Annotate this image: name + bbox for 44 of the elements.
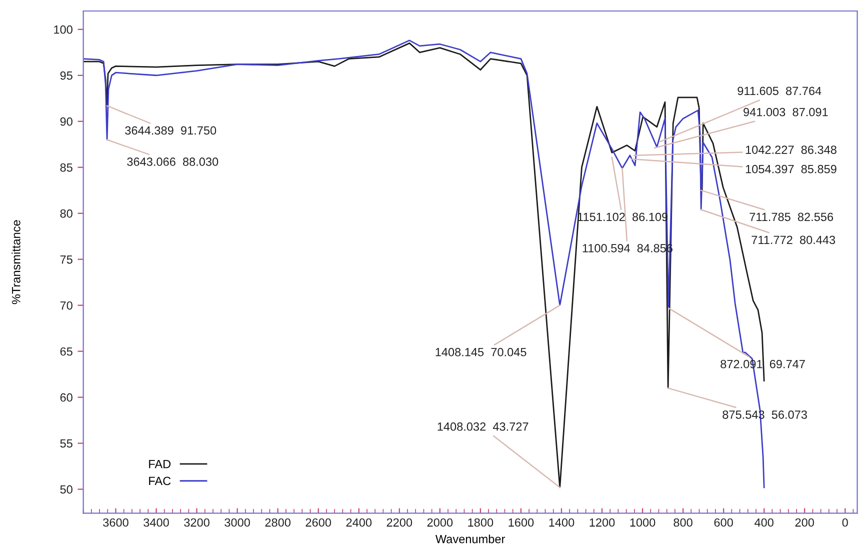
x-tick-label: 3400	[144, 518, 169, 527]
annotation: 911.605 87.764	[738, 86, 822, 96]
y-tick-label: 85	[60, 163, 72, 172]
x-tick-label: 2000	[427, 518, 453, 527]
x-tick-label: 1600	[508, 518, 534, 527]
annotation: 941.003 87.091	[744, 108, 828, 116]
x-tick-label: 3600	[103, 518, 128, 527]
x-tick-label: 200	[795, 518, 814, 527]
y-tick-label: 50	[60, 485, 72, 494]
annotation: 3643.066 88.030	[127, 158, 218, 166]
x-tick-label: 1400	[549, 518, 574, 527]
annotation: 1408.032 43.727	[438, 422, 528, 431]
y-tick-label: 90	[60, 117, 72, 126]
y-tick-label: 95	[60, 71, 72, 80]
y-tick-label: 75	[60, 255, 72, 264]
x-tick-label: 1800	[468, 518, 494, 527]
annotation: 1054.397 85.859	[746, 164, 836, 174]
x-tick-label: 0	[842, 518, 848, 527]
y-tick-label: 55	[60, 439, 72, 448]
annotation: 1042.227 86.348	[746, 146, 836, 154]
y-tick-label: 70	[60, 301, 72, 310]
x-tick-label: 800	[674, 518, 692, 527]
x-tick-label: 2200	[386, 518, 412, 527]
annotation: 711.772 80.443	[752, 236, 836, 244]
annotation: 711.785 82.556	[750, 212, 834, 222]
x-axis-title: Wavenumber	[435, 534, 505, 544]
x-tick-label: 2600	[306, 518, 332, 527]
x-tick-label: 600	[714, 518, 733, 527]
annotation: 1408.145 70.045	[436, 348, 526, 356]
legend-label: FAC	[149, 476, 171, 486]
y-tick-label: 65	[60, 347, 72, 356]
x-tick-label: 3200	[184, 518, 210, 527]
x-tick-label: 1200	[590, 518, 615, 527]
y-axis-title: %Transmittance	[12, 220, 20, 304]
y-tick-label: 100	[54, 25, 72, 34]
legend-label: FAD	[149, 460, 171, 468]
x-tick-label: 2400	[346, 518, 372, 527]
x-tick-label: 400	[754, 518, 774, 527]
x-tick-label: 2800	[265, 518, 290, 527]
x-tick-label: 1000	[630, 518, 656, 527]
x-tick-label: 3000	[224, 518, 250, 527]
annotation: 3644.389 91.750	[125, 126, 216, 135]
y-tick-label: 80	[60, 209, 72, 218]
y-tick-label: 60	[60, 393, 72, 402]
